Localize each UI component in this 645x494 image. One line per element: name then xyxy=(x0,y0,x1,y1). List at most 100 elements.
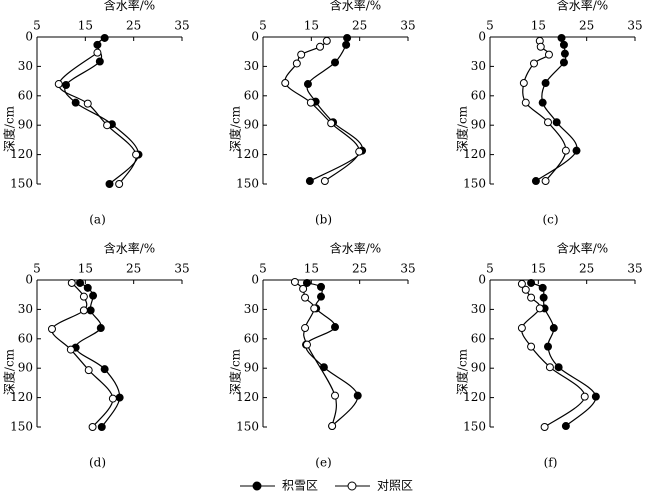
data-point xyxy=(62,81,70,90)
panel-label: (a) xyxy=(89,213,106,227)
y-tick-label: 150 xyxy=(463,420,486,434)
data-point xyxy=(105,180,114,188)
y-tick-label: 0 xyxy=(478,273,486,287)
panel-label: (e) xyxy=(315,456,331,470)
y-tick-label: 0 xyxy=(251,273,259,287)
y-tick-label: 30 xyxy=(471,302,486,316)
y-tick-label: 150 xyxy=(236,177,259,191)
data-point xyxy=(328,422,337,431)
panel: 含水率/% 深度/cm (d) 5 15 25 35 0 30 60 90 120 150 xyxy=(2,241,190,470)
data-point xyxy=(54,80,63,89)
data-point xyxy=(79,292,88,301)
x-tick-label: 25 xyxy=(126,262,141,276)
x-tick-label: 25 xyxy=(352,262,367,276)
data-point xyxy=(301,324,310,333)
panel: 含水率/% 深度/cm (a) 5 15 25 35 0 30 60 90 120 150 xyxy=(2,0,190,227)
y-tick-label: 30 xyxy=(244,302,259,316)
data-point xyxy=(322,36,331,45)
series-line xyxy=(522,40,567,182)
data-point xyxy=(544,50,553,59)
y-tick-label: 60 xyxy=(244,331,259,345)
y-tick-label: 60 xyxy=(18,331,33,345)
panel: 含水率/% 深度/cm (f) 5 15 25 35 0 30 60 90 120 150 xyxy=(455,241,643,470)
data-point xyxy=(317,292,325,301)
data-point xyxy=(527,342,536,351)
data-point xyxy=(538,283,547,292)
x-tick-label: 15 xyxy=(531,262,546,276)
y-tick-label: 60 xyxy=(471,331,486,345)
y-tick-label: 90 xyxy=(471,361,486,375)
series-line xyxy=(521,283,586,428)
data-point xyxy=(353,391,362,400)
data-point xyxy=(100,365,109,374)
panel-label: (b) xyxy=(315,213,332,227)
data-point xyxy=(310,304,319,313)
x-tick-label: 15 xyxy=(78,19,93,33)
data-point xyxy=(552,118,561,127)
legend-marker xyxy=(252,481,262,491)
data-point xyxy=(355,147,364,156)
data-point xyxy=(302,278,311,287)
data-point xyxy=(331,58,340,67)
data-point xyxy=(539,293,548,302)
data-point xyxy=(297,50,306,59)
y-tick-label: 90 xyxy=(244,361,259,375)
y-tick-label: 120 xyxy=(10,147,33,161)
y-tick-label: 120 xyxy=(236,147,259,161)
y-tick-label: 0 xyxy=(478,30,486,44)
y-axis-title: 深度/cm xyxy=(2,105,17,152)
data-point xyxy=(66,345,75,354)
y-tick-label: 30 xyxy=(471,59,486,73)
y-tick-label: 120 xyxy=(236,390,259,404)
data-point xyxy=(317,282,325,291)
panel-label: (f) xyxy=(544,456,558,470)
data-point xyxy=(292,59,301,68)
y-tick-label: 30 xyxy=(18,302,33,316)
series-line xyxy=(305,282,359,427)
data-point xyxy=(301,293,310,302)
data-point xyxy=(281,79,290,88)
x-tick-label: 5 xyxy=(33,19,41,33)
x-tick-label: 5 xyxy=(259,19,267,33)
x-tick-label: 5 xyxy=(259,262,267,276)
x-axis-title: 含水率/% xyxy=(557,0,608,13)
panel: 含水率/% 深度/cm (c) 5 15 25 35 0 30 60 90 120 150 xyxy=(455,0,643,227)
y-tick-label: 150 xyxy=(463,177,486,191)
data-point xyxy=(305,177,314,186)
data-point xyxy=(531,177,540,186)
y-tick-label: 90 xyxy=(18,361,33,375)
x-tick-label: 15 xyxy=(531,19,546,33)
data-point xyxy=(71,98,80,107)
x-tick-label: 25 xyxy=(579,262,594,276)
data-point xyxy=(517,324,526,333)
data-point xyxy=(560,49,569,58)
x-axis-title: 含水率/% xyxy=(104,241,155,256)
data-point xyxy=(544,342,552,351)
data-point xyxy=(47,325,56,333)
y-tick-label: 30 xyxy=(244,59,259,73)
data-point xyxy=(76,278,85,287)
data-point xyxy=(299,284,308,293)
data-point xyxy=(86,306,95,315)
series-line xyxy=(294,281,337,427)
data-point xyxy=(306,98,315,107)
y-tick-label: 90 xyxy=(471,118,486,132)
data-point xyxy=(108,394,117,403)
data-point xyxy=(342,40,351,49)
data-point xyxy=(545,363,554,372)
panel-label: (d) xyxy=(89,456,106,470)
panel-label: (c) xyxy=(542,213,558,227)
y-tick-label: 90 xyxy=(18,118,33,132)
data-point xyxy=(554,363,563,372)
data-point xyxy=(302,340,311,349)
data-point xyxy=(521,285,530,294)
data-point xyxy=(538,98,547,107)
data-point xyxy=(327,119,336,128)
y-tick-label: 0 xyxy=(25,273,33,287)
data-point xyxy=(290,277,299,286)
panel: 含水率/% 深度/cm (e) 5 15 25 35 0 30 60 90 120 150 xyxy=(228,241,416,470)
legend-label: 对照区 xyxy=(377,479,413,493)
x-axis-title: 含水率/% xyxy=(330,241,381,256)
data-point xyxy=(88,423,97,431)
